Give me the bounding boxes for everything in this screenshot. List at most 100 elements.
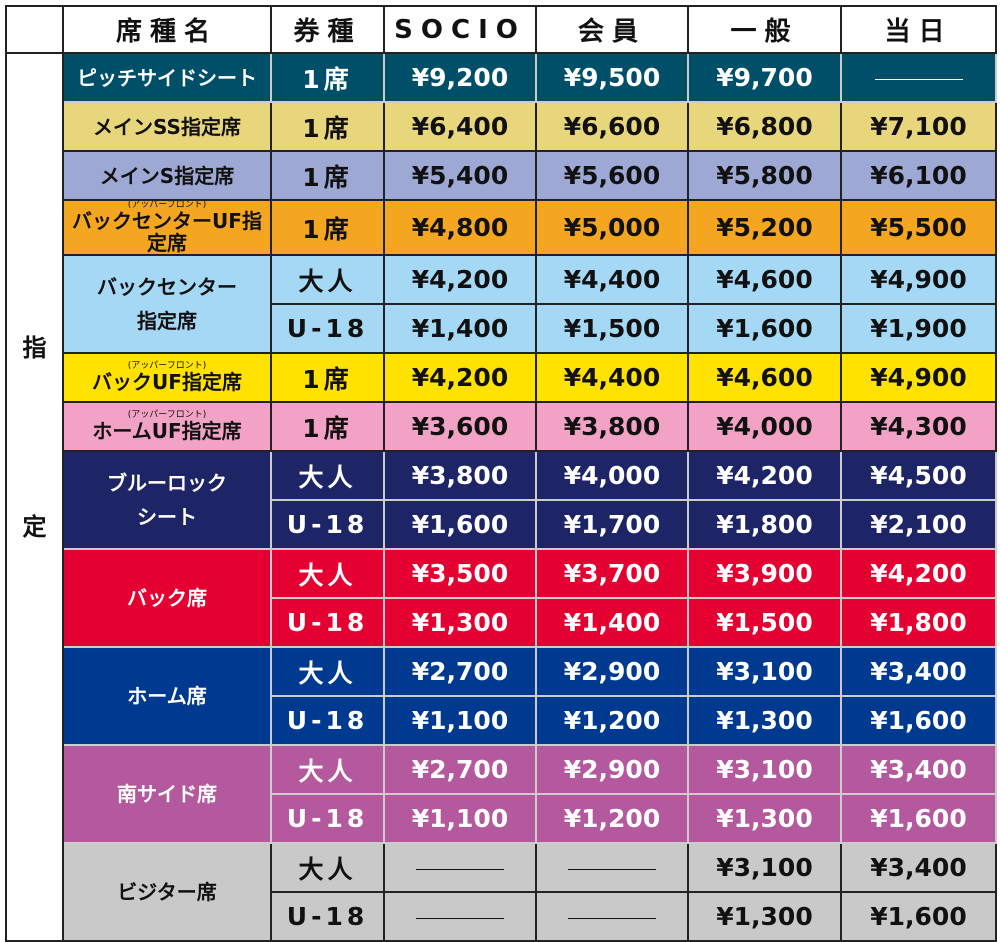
ticket-type: 大人 bbox=[270, 842, 385, 893]
seat-name: バック席 bbox=[127, 586, 207, 610]
ticket-type: 1席 bbox=[270, 101, 385, 152]
price-cell: ¥3,800 bbox=[535, 401, 689, 452]
price-cell: ¥3,400 bbox=[840, 646, 997, 697]
price-cell: ¥1,400 bbox=[535, 597, 689, 648]
price-cell: ¥1,500 bbox=[687, 597, 842, 648]
price-cell: ¥1,300 bbox=[687, 793, 842, 844]
dash-line bbox=[568, 917, 656, 919]
price-cell: ¥4,900 bbox=[840, 254, 997, 305]
ticket-type: 大人 bbox=[270, 450, 385, 501]
ticket-type: U-18 bbox=[270, 891, 385, 942]
category-cell: 指定 bbox=[5, 52, 64, 942]
price-unavailable bbox=[383, 842, 537, 893]
price-cell: ¥1,600 bbox=[687, 303, 842, 354]
table-row: (アッパーフロント) バックセンターUF指定席 1席 ¥4,800 ¥5,000 ¥5,2… bbox=[6, 199, 997, 256]
price-unavailable bbox=[535, 891, 689, 942]
ticket-type: U-18 bbox=[270, 597, 385, 648]
price-cell: ¥9,700 bbox=[687, 52, 842, 103]
price-cell: ¥3,800 bbox=[383, 450, 537, 501]
dash-line bbox=[416, 917, 504, 919]
price-cell: ¥1,600 bbox=[840, 793, 997, 844]
seat-name-cell: ビジター席 bbox=[62, 842, 272, 942]
table-row: ホーム席 大人 ¥2,700 ¥2,900 ¥3,100 ¥3,400 bbox=[6, 646, 997, 746]
seat-name-cell: (アッパーフロント) ホームUF指定席 bbox=[62, 401, 272, 452]
category-char: 指 bbox=[22, 333, 47, 362]
price-cell: ¥1,600 bbox=[840, 695, 997, 746]
seat-name-cell: バックセンター 指定席 bbox=[62, 254, 272, 354]
price-cell: ¥1,400 bbox=[383, 303, 537, 354]
price-cell: ¥5,000 bbox=[535, 199, 689, 256]
table-row: 南サイド席 大人 ¥2,700 ¥2,900 ¥3,100 ¥3,400 bbox=[6, 744, 997, 844]
table-row: (アッパーフロント) ホームUF指定席 1席 ¥3,600 ¥3,800 ¥4,000 ¥4… bbox=[6, 401, 997, 452]
price-cell: ¥1,600 bbox=[383, 499, 537, 550]
header-socio: SOCIO bbox=[383, 5, 537, 54]
price-cell: ¥7,100 bbox=[840, 101, 997, 152]
dash-line bbox=[874, 78, 963, 80]
seat-name-cell: ピッチサイドシート bbox=[62, 52, 272, 103]
seat-name-cell: バック席 bbox=[62, 548, 272, 648]
seat-name: ピッチサイドシート bbox=[77, 65, 257, 90]
seat-name: ホームUF指定席 bbox=[92, 419, 242, 443]
table-row: U-18 ¥1,100 ¥1,200 ¥1,300 ¥1,600 bbox=[6, 695, 997, 746]
price-table: 席種名 券種 SOCIO 会員 一般 当日 指定ピッチサイドシート 1席 ¥9,20… bbox=[5, 5, 997, 942]
price-cell: ¥6,600 bbox=[535, 101, 689, 152]
price-cell: ¥1,100 bbox=[383, 695, 537, 746]
seat-name-cell: (アッパーフロント) バックセンターUF指定席 bbox=[62, 199, 272, 256]
seat-name-cell: ホーム席 bbox=[62, 646, 272, 746]
price-cell: ¥1,300 bbox=[383, 597, 537, 648]
price-cell: ¥3,500 bbox=[383, 548, 537, 599]
price-cell: ¥9,500 bbox=[535, 52, 689, 103]
seat-name: メインSS指定席 bbox=[93, 114, 241, 139]
price-cell: ¥3,100 bbox=[687, 646, 842, 697]
seat-name-cell: 南サイド席 bbox=[62, 744, 272, 844]
price-cell: ¥6,400 bbox=[383, 101, 537, 152]
price-cell: ¥5,600 bbox=[535, 150, 689, 201]
price-cell: ¥5,800 bbox=[687, 150, 842, 201]
price-cell: ¥4,000 bbox=[535, 450, 689, 501]
price-unavailable bbox=[840, 52, 997, 103]
table-row: (アッパーフロント) バックUF指定席 1席 ¥4,200 ¥4,400 ¥4,600 ¥4… bbox=[6, 352, 997, 403]
ticket-type: 1席 bbox=[270, 401, 385, 452]
price-cell: ¥4,300 bbox=[840, 401, 997, 452]
ticket-type: 1席 bbox=[270, 52, 385, 103]
price-unavailable bbox=[383, 891, 537, 942]
price-cell: ¥2,900 bbox=[535, 646, 689, 697]
ticket-type: U-18 bbox=[270, 695, 385, 746]
price-cell: ¥4,400 bbox=[535, 352, 689, 403]
price-unavailable bbox=[535, 842, 689, 893]
seat-name-cell: (アッパーフロント) バックUF指定席 bbox=[62, 352, 272, 403]
ticket-type: U-18 bbox=[270, 793, 385, 844]
price-cell: ¥3,700 bbox=[535, 548, 689, 599]
table-row: メインSS指定席 1席 ¥6,400 ¥6,600 ¥6,800 ¥7,100 bbox=[6, 101, 997, 152]
ticket-type: U-18 bbox=[270, 499, 385, 550]
price-cell: ¥5,200 bbox=[687, 199, 842, 256]
seat-name: バックUF指定席 bbox=[92, 370, 242, 394]
table-row: バックセンター 指定席 大人 ¥4,200 ¥4,400 ¥4,600 ¥4,900 bbox=[6, 254, 997, 354]
seat-name-cell: メインS指定席 bbox=[62, 150, 272, 201]
price-cell: ¥3,400 bbox=[840, 744, 997, 795]
category-char: 定 bbox=[22, 512, 47, 541]
price-cell: ¥4,800 bbox=[383, 199, 537, 256]
table-row: バック席 大人 ¥3,500 ¥3,700 ¥3,900 ¥4,200 bbox=[6, 548, 997, 648]
ticket-type: 1席 bbox=[270, 199, 385, 256]
header-ticket-type: 券種 bbox=[270, 5, 385, 54]
price-cell: ¥3,600 bbox=[383, 401, 537, 452]
seat-name: メインS指定席 bbox=[99, 163, 235, 188]
price-cell: ¥1,100 bbox=[383, 793, 537, 844]
price-cell: ¥9,200 bbox=[383, 52, 537, 103]
seat-name-ruby: (アッパーフロント) bbox=[127, 410, 207, 420]
seat-name-cell: メインSS指定席 bbox=[62, 101, 272, 152]
price-cell: ¥4,500 bbox=[840, 450, 997, 501]
seat-name: バックセンターUF指定席 bbox=[72, 209, 262, 255]
header-member: 会員 bbox=[535, 5, 689, 54]
seat-name: バックセンター 指定席 bbox=[97, 275, 237, 333]
price-cell: ¥1,200 bbox=[535, 695, 689, 746]
price-cell: ¥6,800 bbox=[687, 101, 842, 152]
price-cell: ¥2,700 bbox=[383, 744, 537, 795]
ticket-type: 大人 bbox=[270, 646, 385, 697]
seat-name: 南サイド席 bbox=[117, 782, 217, 806]
dash-line bbox=[568, 868, 656, 870]
table-row: メインS指定席 1席 ¥5,400 ¥5,600 ¥5,800 ¥6,100 bbox=[6, 150, 997, 201]
header-blank bbox=[5, 5, 64, 54]
price-cell: ¥4,600 bbox=[687, 254, 842, 305]
